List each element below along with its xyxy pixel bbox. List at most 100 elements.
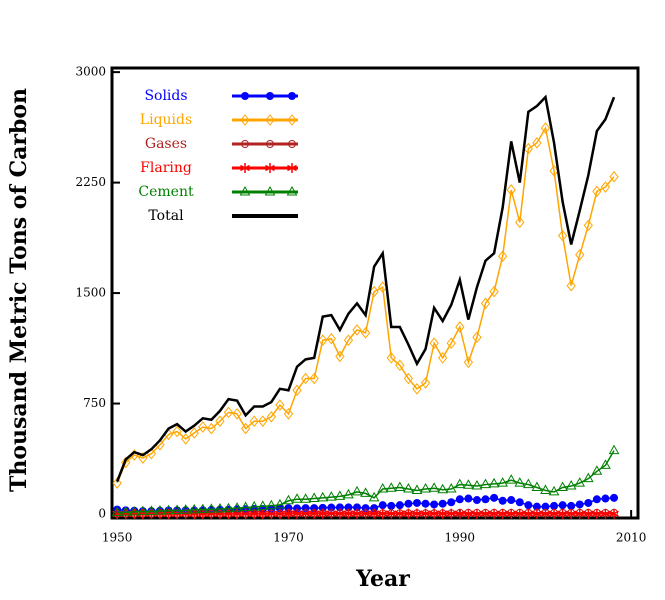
marker [609, 508, 619, 519]
marker [326, 332, 336, 345]
marker [438, 499, 447, 508]
marker-shape [215, 415, 225, 428]
marker [601, 494, 610, 503]
marker [232, 508, 242, 519]
marker [558, 501, 567, 510]
marker [146, 505, 157, 515]
marker [515, 216, 525, 229]
marker [454, 478, 466, 489]
marker [138, 452, 148, 464]
marker-shape [420, 508, 431, 519]
marker [420, 508, 431, 519]
marker-shape [446, 508, 457, 519]
marker [472, 508, 482, 519]
marker [583, 219, 593, 232]
marker-shape [241, 422, 251, 435]
marker-shape [172, 425, 182, 438]
marker-shape [447, 498, 456, 507]
marker-shape [197, 503, 209, 514]
marker-shape [378, 501, 387, 510]
marker-shape [464, 494, 473, 503]
marker [240, 114, 250, 126]
marker-shape [548, 485, 560, 496]
marker-shape [592, 495, 601, 504]
marker [548, 485, 560, 496]
marker-shape [430, 500, 439, 509]
marker-shape [472, 331, 482, 344]
marker-shape [515, 498, 524, 507]
marker [506, 508, 517, 519]
y-tick-label: 750 [83, 396, 106, 410]
marker-shape [121, 456, 131, 469]
marker [344, 503, 353, 512]
marker [507, 496, 516, 505]
legend-label: Flaring [140, 160, 192, 176]
marker-shape [437, 508, 448, 519]
legend-label: Cement [138, 184, 194, 200]
marker-shape [287, 163, 297, 173]
marker-shape [286, 185, 298, 196]
marker-shape [498, 496, 507, 505]
marker-shape [335, 350, 345, 363]
marker-shape [249, 415, 259, 428]
marker-shape [524, 501, 533, 510]
marker-shape [446, 337, 456, 349]
marker [264, 185, 276, 196]
marker-shape [523, 142, 533, 155]
marker [549, 508, 559, 519]
marker-shape [239, 185, 251, 196]
marker [288, 140, 296, 148]
marker [550, 501, 559, 510]
marker [438, 352, 448, 364]
y-tick-label: 2250 [75, 175, 106, 189]
marker [532, 137, 542, 149]
marker-shape [480, 478, 491, 489]
marker [480, 508, 491, 519]
marker-shape [488, 477, 500, 488]
marker [386, 352, 396, 364]
marker-shape [275, 508, 285, 519]
marker-shape [395, 359, 405, 372]
marker [352, 324, 362, 336]
legend-label: Liquids [140, 112, 192, 128]
marker [437, 483, 449, 494]
legend-label: Total [148, 208, 184, 224]
marker-shape [506, 184, 516, 196]
marker-shape [360, 508, 371, 519]
marker [232, 408, 242, 420]
marker-shape [515, 216, 525, 229]
marker-shape [454, 478, 466, 489]
marker [369, 508, 380, 519]
marker-shape [249, 508, 260, 519]
marker-shape [352, 324, 362, 336]
marker-shape [557, 481, 568, 492]
marker [420, 482, 431, 493]
marker [583, 508, 594, 519]
marker-shape [206, 503, 217, 513]
marker-shape [412, 508, 422, 519]
marker [317, 508, 328, 519]
x-tick-label: 1950 [102, 531, 133, 545]
marker [429, 508, 439, 519]
marker [489, 508, 499, 519]
series-line [116, 126, 615, 484]
marker-shape [300, 508, 311, 519]
marker [455, 495, 464, 504]
marker [575, 248, 585, 261]
marker [506, 184, 516, 196]
marker-shape [146, 505, 157, 515]
marker-shape [223, 502, 234, 513]
marker-shape [421, 499, 430, 508]
marker-shape [490, 493, 499, 502]
marker-shape [498, 250, 508, 263]
marker-shape [335, 503, 344, 512]
marker [368, 491, 380, 502]
marker-shape [266, 411, 276, 423]
marker [592, 185, 602, 198]
marker [120, 506, 132, 516]
marker [206, 503, 217, 513]
marker-shape [600, 459, 611, 469]
marker [524, 501, 533, 510]
